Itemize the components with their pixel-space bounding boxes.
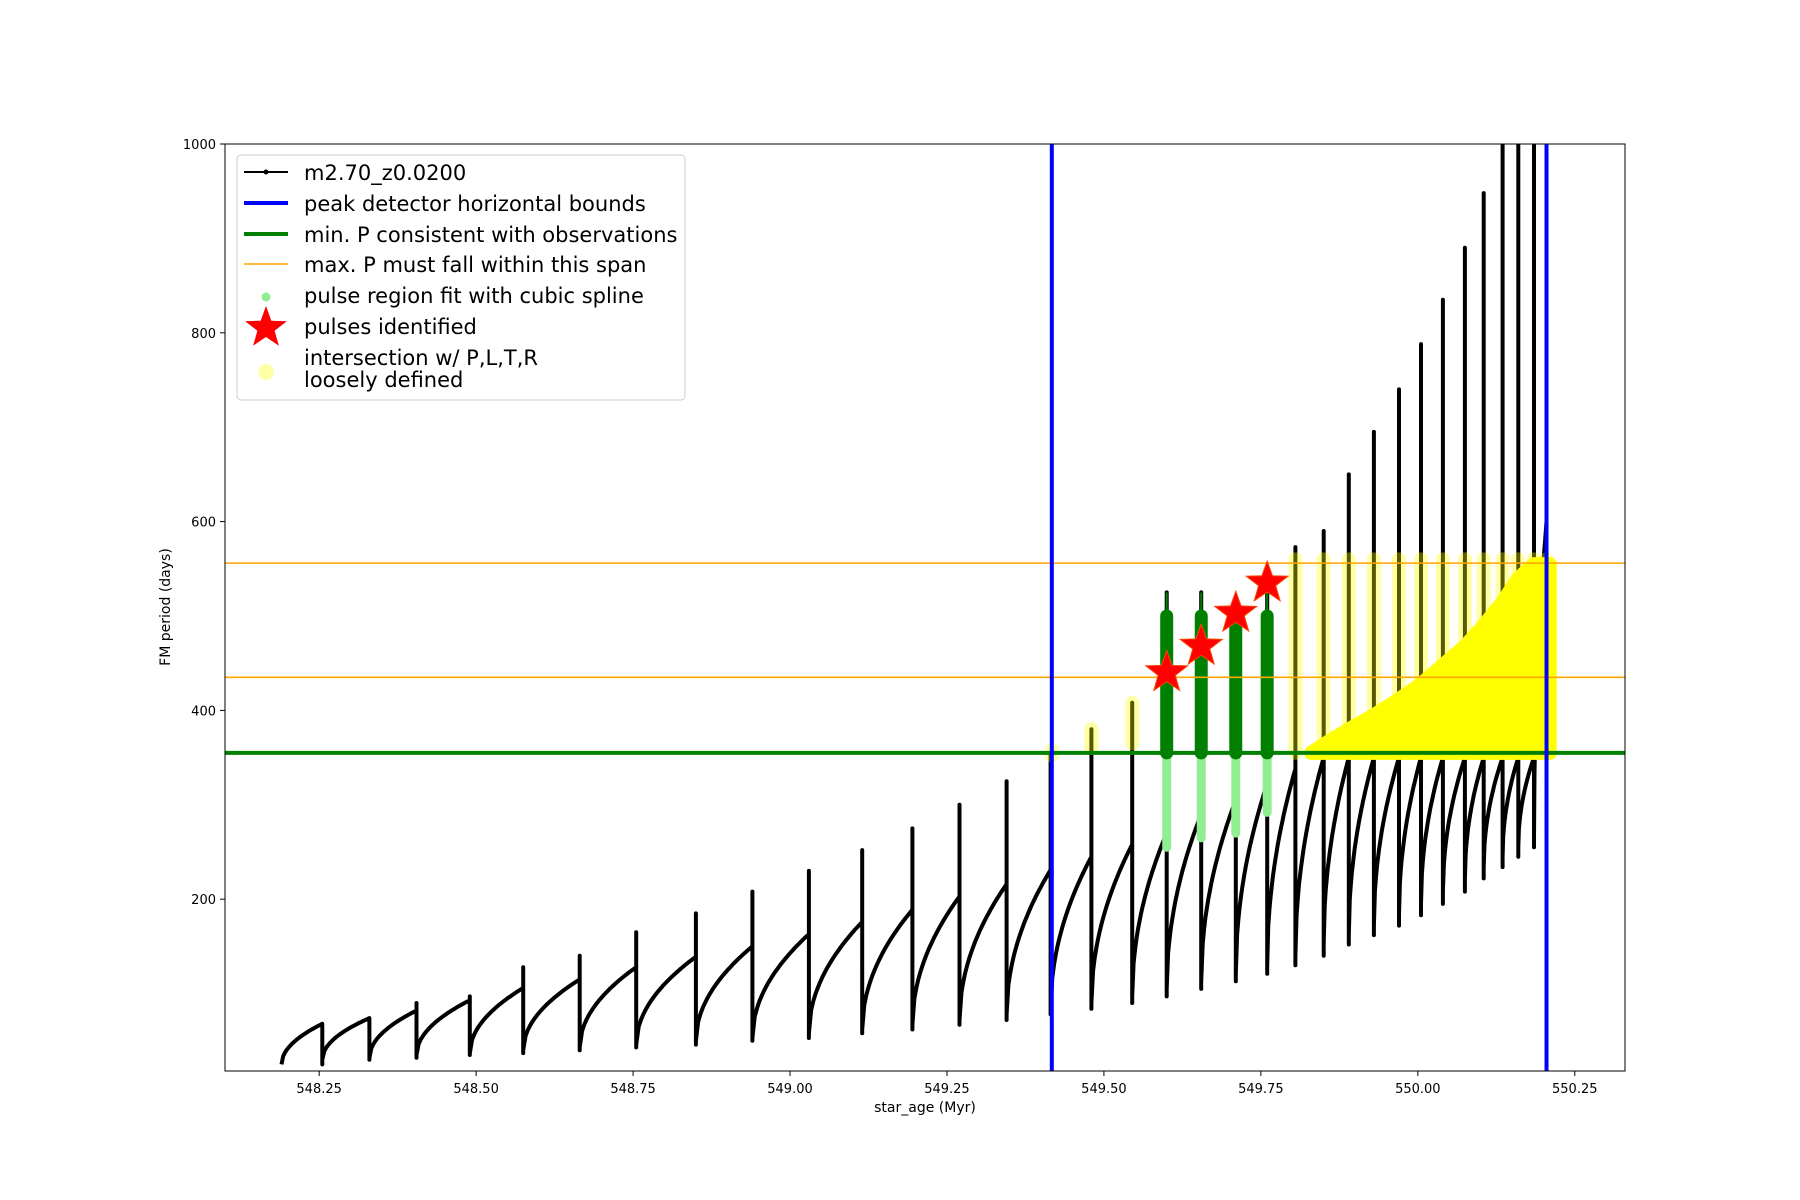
y-tick-label-1: 400 — [191, 704, 216, 719]
legend-label-4: pulse region fit with cubic spline — [304, 284, 644, 308]
legend-handle-intersection — [258, 364, 274, 380]
legend-label-6-line2: loosely defined — [304, 368, 463, 392]
x-tick-label-2: 548.75 — [610, 1082, 656, 1097]
y-tick-label-2: 600 — [191, 516, 216, 531]
x-axis-label: star_age (Myr) — [874, 1100, 976, 1116]
plot-area — [225, 144, 1625, 1071]
axes-frame — [224, 143, 1626, 1072]
x-tick-label-1: 548.50 — [453, 1082, 499, 1097]
legend-label-1: peak detector horizontal bounds — [304, 192, 646, 216]
legend-marker-track — [263, 169, 269, 175]
pulse-star-3 — [1244, 559, 1290, 602]
track-line-m2.70 — [279, 144, 1549, 1067]
intersection-envelope — [1304, 557, 1557, 760]
legend-box — [236, 154, 686, 401]
y-axis-ticks: 200 400 600 800 1000 — [183, 138, 225, 908]
legend-label-2: min. P consistent with observations — [304, 223, 677, 247]
x-tick-label-8: 550.25 — [1552, 1082, 1598, 1097]
pulse-star-1 — [1178, 622, 1224, 666]
x-tick-label-3: 549.00 — [767, 1082, 813, 1097]
x-axis-ticks: 548.25 548.50 548.75 549.00 549.25 549.50 549.… — [296, 1071, 1598, 1097]
legend-label-3: max. P must fall within this span — [304, 253, 646, 277]
y-tick-label-0: 200 — [191, 893, 216, 908]
legend-handle-spline-dot — [261, 292, 271, 302]
y-tick-label-4: 1000 — [183, 138, 216, 153]
pulse-star-2 — [1213, 589, 1259, 633]
y-tick-label-3: 800 — [191, 327, 216, 342]
legend-label-6: intersection w/ P,L,T,R — [304, 346, 538, 370]
x-tick-label-5: 549.50 — [1081, 1082, 1127, 1097]
legend-handle-star — [245, 306, 287, 346]
x-tick-label-7: 550.00 — [1395, 1082, 1441, 1097]
legend-label-0: m2.70_z0.0200 — [304, 161, 466, 186]
legend-label-5: pulses identified — [304, 315, 477, 339]
x-tick-label-4: 549.25 — [924, 1082, 970, 1097]
pulse-star-0 — [1144, 649, 1190, 692]
x-tick-label-6: 549.75 — [1238, 1082, 1284, 1097]
x-tick-label-0: 548.25 — [296, 1082, 342, 1097]
y-axis-label: FM period (days) — [158, 548, 174, 666]
